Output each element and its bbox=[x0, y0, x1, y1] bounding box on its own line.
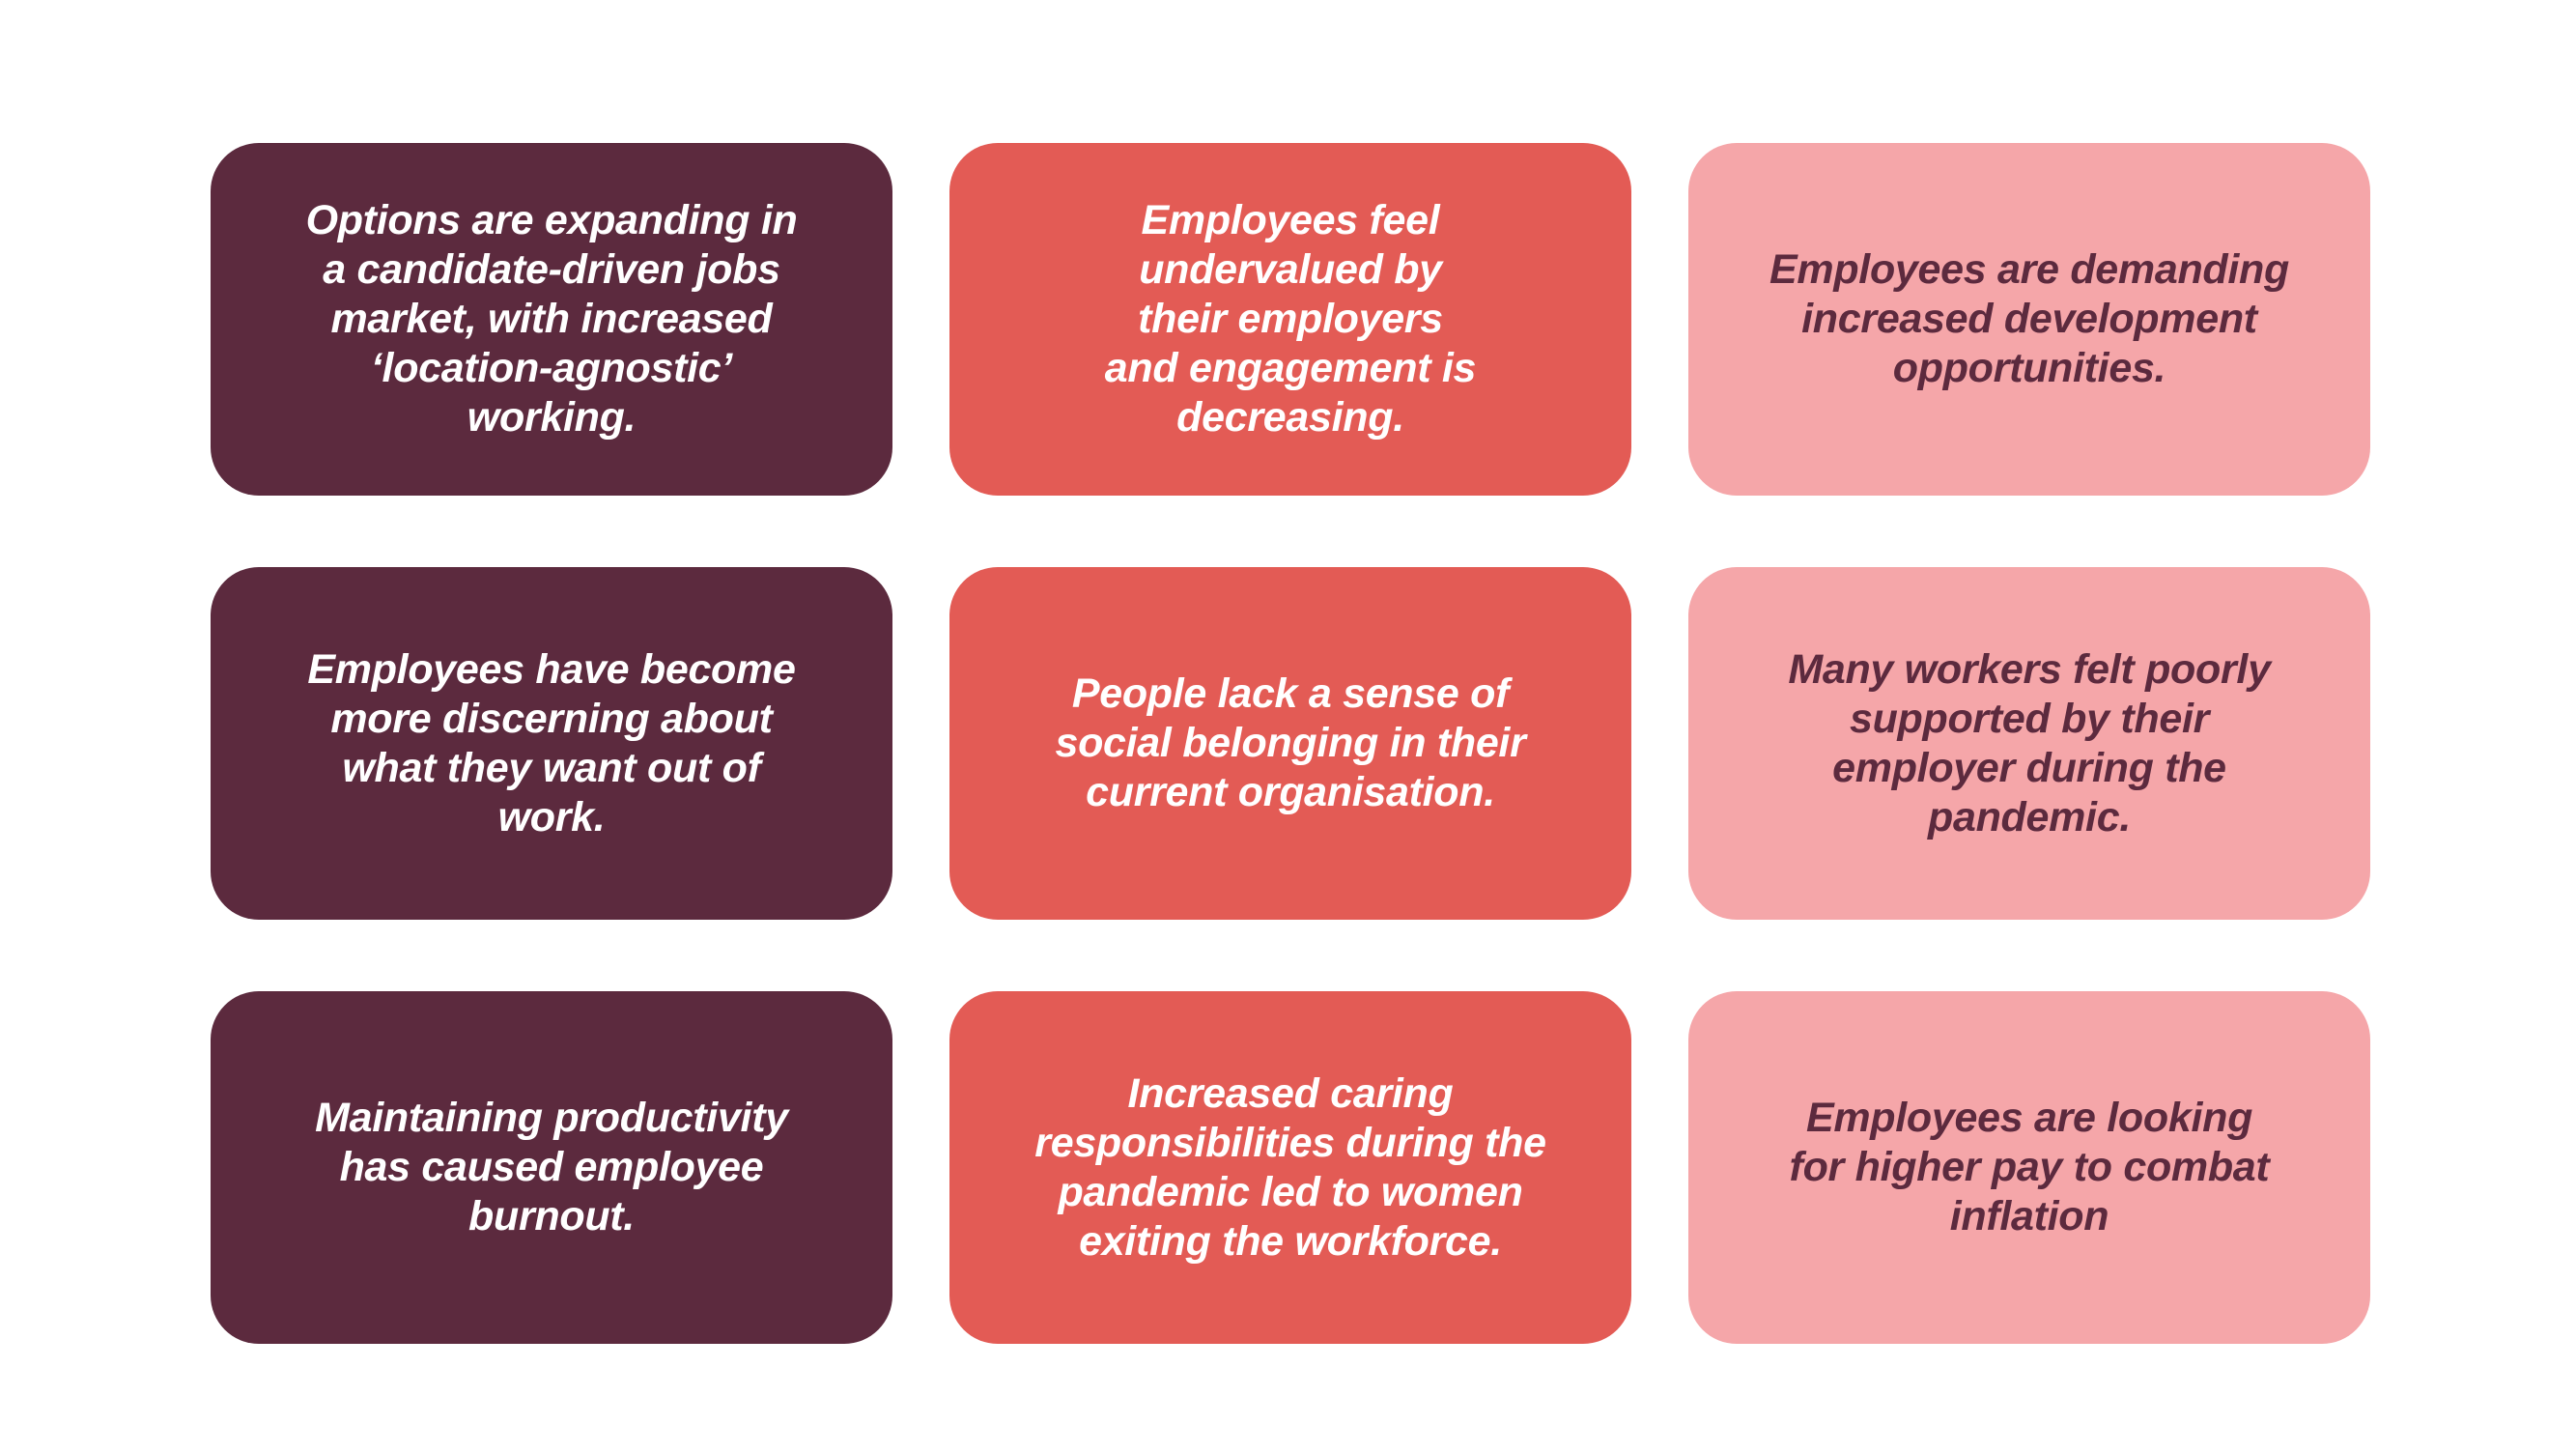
card-undervalued: Employees feel undervalued by their empl… bbox=[949, 143, 1631, 496]
card-text: Employees feel undervalued by their empl… bbox=[1104, 197, 1477, 441]
card-poorly-supported: Many workers felt poorly supported by th… bbox=[1688, 567, 2370, 920]
card-text: Increased caring responsibilities during… bbox=[1034, 1069, 1546, 1265]
card-text: People lack a sense of social belonging … bbox=[1055, 670, 1526, 815]
card-development: Employees are demanding increased develo… bbox=[1688, 143, 2370, 496]
card-text: Options are expanding in a candidate-dri… bbox=[305, 197, 798, 441]
card-candidate-driven-market: Options are expanding in a candidate-dri… bbox=[211, 143, 892, 496]
card-caring-responsibilities: Increased caring responsibilities during… bbox=[949, 991, 1631, 1344]
card-grid: Options are expanding in a candidate-dri… bbox=[211, 143, 2370, 1344]
card-text: Employees are looking for higher pay to … bbox=[1789, 1095, 2270, 1239]
card-social-belonging: People lack a sense of social belonging … bbox=[949, 567, 1631, 920]
card-discerning: Employees have become more discerning ab… bbox=[211, 567, 892, 920]
card-burnout: Maintaining productivity has caused empl… bbox=[211, 991, 892, 1344]
card-text: Many workers felt poorly supported by th… bbox=[1788, 645, 2271, 840]
card-text: Employees have become more discerning ab… bbox=[307, 645, 796, 840]
card-text: Maintaining productivity has caused empl… bbox=[315, 1095, 788, 1239]
card-text: Employees are demanding increased develo… bbox=[1769, 246, 2289, 391]
card-higher-pay: Employees are looking for higher pay to … bbox=[1688, 991, 2370, 1344]
